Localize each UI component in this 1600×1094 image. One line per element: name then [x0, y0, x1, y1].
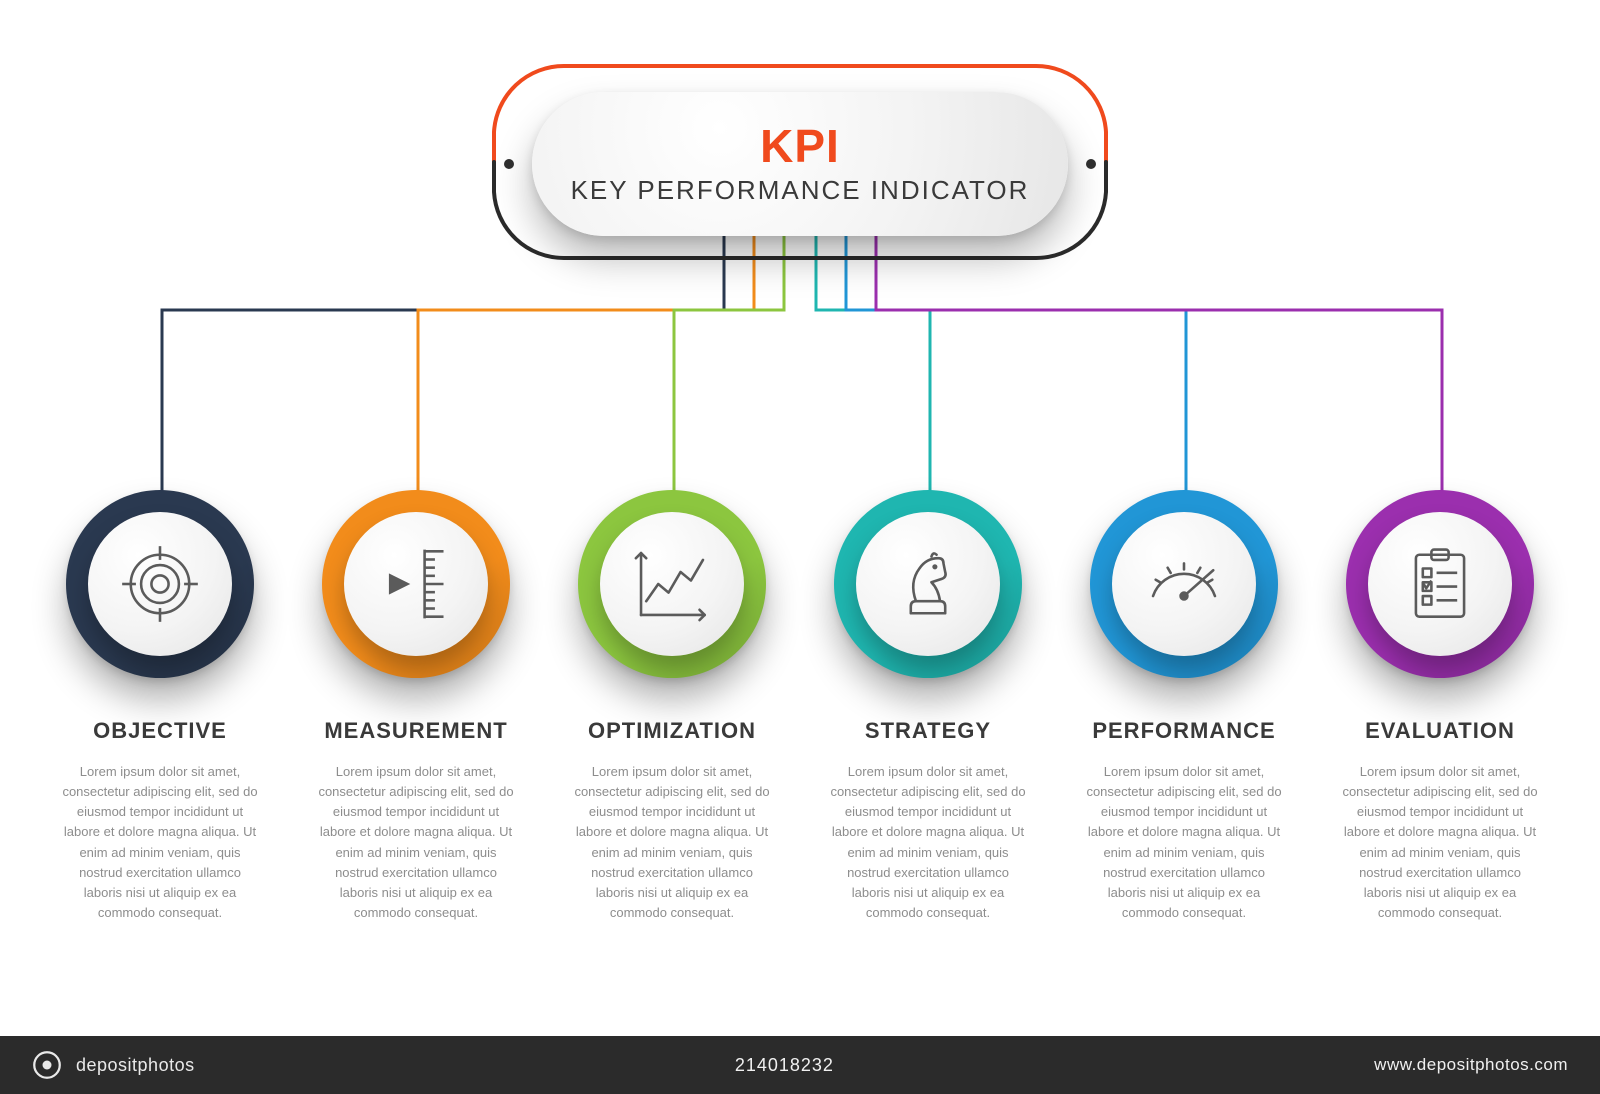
ruler-icon	[373, 541, 459, 627]
item-title: EVALUATION	[1365, 718, 1515, 744]
gauge-icon	[1141, 541, 1227, 627]
item-circle	[578, 490, 766, 678]
item-circle	[1090, 490, 1278, 678]
items-row: OBJECTIVE Lorem ipsum dolor sit amet, con…	[0, 490, 1600, 923]
chess-knight-icon	[885, 541, 971, 627]
kpi-item: PERFORMANCE Lorem ipsum dolor sit amet, c…	[1079, 490, 1289, 923]
kpi-item: EVALUATION Lorem ipsum dolor sit amet, co…	[1335, 490, 1545, 923]
kpi-item: OPTIMIZATION Lorem ipsum dolor sit amet, …	[567, 490, 777, 923]
item-title: PERFORMANCE	[1092, 718, 1275, 744]
checklist-icon	[1397, 541, 1483, 627]
kpi-item: STRATEGY Lorem ipsum dolor sit amet, cons…	[823, 490, 1033, 923]
item-title: OPTIMIZATION	[588, 718, 756, 744]
item-circle-inner	[344, 512, 488, 656]
item-title: MEASUREMENT	[324, 718, 507, 744]
item-body: Lorem ipsum dolor sit amet, consectetur …	[1079, 762, 1289, 923]
item-title: STRATEGY	[865, 718, 991, 744]
infographic-canvas: KPI KEY PERFORMANCE INDICATOR OBJECTIVE L…	[0, 0, 1600, 1094]
item-body: Lorem ipsum dolor sit amet, consectetur …	[55, 762, 265, 923]
growth-chart-icon	[629, 541, 715, 627]
item-circle-inner	[856, 512, 1000, 656]
item-body: Lorem ipsum dolor sit amet, consectetur …	[823, 762, 1033, 923]
header-dot-left	[504, 159, 514, 169]
kpi-item: MEASUREMENT Lorem ipsum dolor sit amet, c…	[311, 490, 521, 923]
target-icon	[117, 541, 203, 627]
header: KPI KEY PERFORMANCE INDICATOR	[490, 62, 1110, 236]
header-subtitle: KEY PERFORMANCE INDICATOR	[571, 175, 1030, 206]
footer-bar: depositphotos 214018232 www.depositphoto…	[0, 1036, 1600, 1094]
item-body: Lorem ipsum dolor sit amet, consectetur …	[1335, 762, 1545, 923]
footer-url: www.depositphotos.com	[1374, 1055, 1568, 1075]
header-pill: KPI KEY PERFORMANCE INDICATOR	[532, 92, 1068, 236]
item-circle-inner	[1112, 512, 1256, 656]
item-circle-inner	[600, 512, 744, 656]
item-circle-inner	[1368, 512, 1512, 656]
footer-brand: depositphotos	[32, 1050, 195, 1080]
kpi-item: OBJECTIVE Lorem ipsum dolor sit amet, con…	[55, 490, 265, 923]
item-circle	[834, 490, 1022, 678]
item-circle	[1346, 490, 1534, 678]
footer-image-id: 214018232	[735, 1055, 834, 1076]
header-dot-right	[1086, 159, 1096, 169]
item-body: Lorem ipsum dolor sit amet, consectetur …	[311, 762, 521, 923]
header-title: KPI	[760, 123, 840, 169]
item-circle-inner	[88, 512, 232, 656]
item-circle	[322, 490, 510, 678]
item-body: Lorem ipsum dolor sit amet, consectetur …	[567, 762, 777, 923]
depositphotos-logo-icon	[32, 1050, 62, 1080]
item-circle	[66, 490, 254, 678]
item-title: OBJECTIVE	[93, 718, 227, 744]
footer-brand-text: depositphotos	[76, 1055, 195, 1076]
